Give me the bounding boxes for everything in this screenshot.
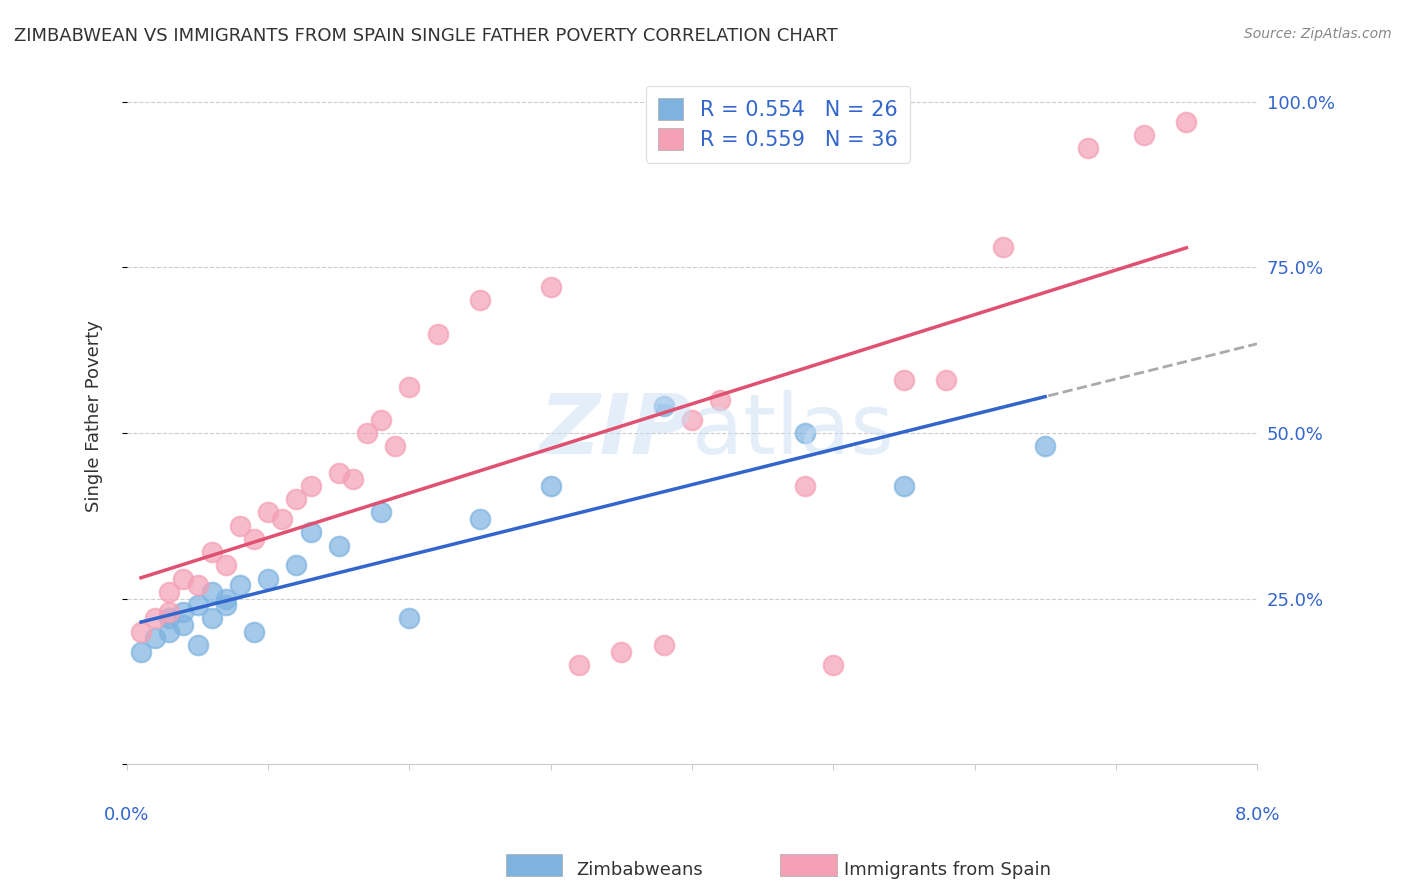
Text: ZIP: ZIP bbox=[540, 390, 692, 471]
Point bbox=[299, 479, 322, 493]
Point bbox=[893, 479, 915, 493]
Legend: R = 0.554   N = 26, R = 0.559   N = 36: R = 0.554 N = 26, R = 0.559 N = 36 bbox=[645, 86, 911, 162]
Point bbox=[468, 512, 491, 526]
Point bbox=[201, 611, 224, 625]
Point bbox=[384, 439, 406, 453]
Text: 0.0%: 0.0% bbox=[104, 806, 149, 824]
Point bbox=[187, 638, 209, 652]
Point bbox=[991, 240, 1014, 254]
Point bbox=[1076, 141, 1098, 155]
Point bbox=[652, 638, 675, 652]
Point bbox=[893, 373, 915, 387]
Point bbox=[342, 472, 364, 486]
Point bbox=[172, 605, 194, 619]
Point bbox=[568, 657, 591, 672]
Point bbox=[356, 425, 378, 440]
Point bbox=[328, 466, 350, 480]
Point bbox=[201, 545, 224, 559]
Point bbox=[285, 492, 308, 507]
Point bbox=[935, 373, 957, 387]
Point bbox=[172, 572, 194, 586]
Point bbox=[370, 413, 392, 427]
Point bbox=[652, 400, 675, 414]
Point bbox=[610, 645, 633, 659]
Point bbox=[157, 585, 180, 599]
Text: ZIMBABWEAN VS IMMIGRANTS FROM SPAIN SINGLE FATHER POVERTY CORRELATION CHART: ZIMBABWEAN VS IMMIGRANTS FROM SPAIN SING… bbox=[14, 27, 838, 45]
Text: Immigrants from Spain: Immigrants from Spain bbox=[844, 861, 1050, 879]
Point bbox=[157, 605, 180, 619]
Point bbox=[257, 506, 280, 520]
Point bbox=[1175, 114, 1198, 128]
Point bbox=[243, 624, 266, 639]
Point bbox=[201, 585, 224, 599]
Point bbox=[709, 392, 731, 407]
Text: Zimbabweans: Zimbabweans bbox=[576, 861, 703, 879]
Point bbox=[328, 539, 350, 553]
Point bbox=[157, 624, 180, 639]
Point bbox=[129, 624, 152, 639]
Point bbox=[794, 425, 817, 440]
Point bbox=[243, 532, 266, 546]
Point bbox=[1033, 439, 1056, 453]
Point bbox=[426, 326, 449, 341]
Point bbox=[540, 479, 562, 493]
Point bbox=[215, 591, 238, 606]
Point bbox=[468, 293, 491, 308]
Point bbox=[187, 599, 209, 613]
Point bbox=[299, 525, 322, 540]
Point bbox=[257, 572, 280, 586]
Point bbox=[229, 518, 252, 533]
Point bbox=[215, 558, 238, 573]
Point bbox=[229, 578, 252, 592]
Point bbox=[143, 632, 166, 646]
Point bbox=[215, 599, 238, 613]
Point bbox=[823, 657, 845, 672]
Y-axis label: Single Father Poverty: Single Father Poverty bbox=[86, 320, 103, 512]
Point bbox=[143, 611, 166, 625]
Point bbox=[172, 618, 194, 632]
Point bbox=[285, 558, 308, 573]
Point bbox=[398, 379, 420, 393]
Point bbox=[157, 611, 180, 625]
Point bbox=[681, 413, 703, 427]
Text: 8.0%: 8.0% bbox=[1234, 806, 1279, 824]
Point bbox=[370, 506, 392, 520]
Point bbox=[398, 611, 420, 625]
Point bbox=[1133, 128, 1156, 142]
Text: atlas: atlas bbox=[692, 390, 894, 471]
Text: Source: ZipAtlas.com: Source: ZipAtlas.com bbox=[1244, 27, 1392, 41]
Point bbox=[187, 578, 209, 592]
Point bbox=[540, 280, 562, 294]
Point bbox=[271, 512, 294, 526]
Point bbox=[794, 479, 817, 493]
Point bbox=[129, 645, 152, 659]
